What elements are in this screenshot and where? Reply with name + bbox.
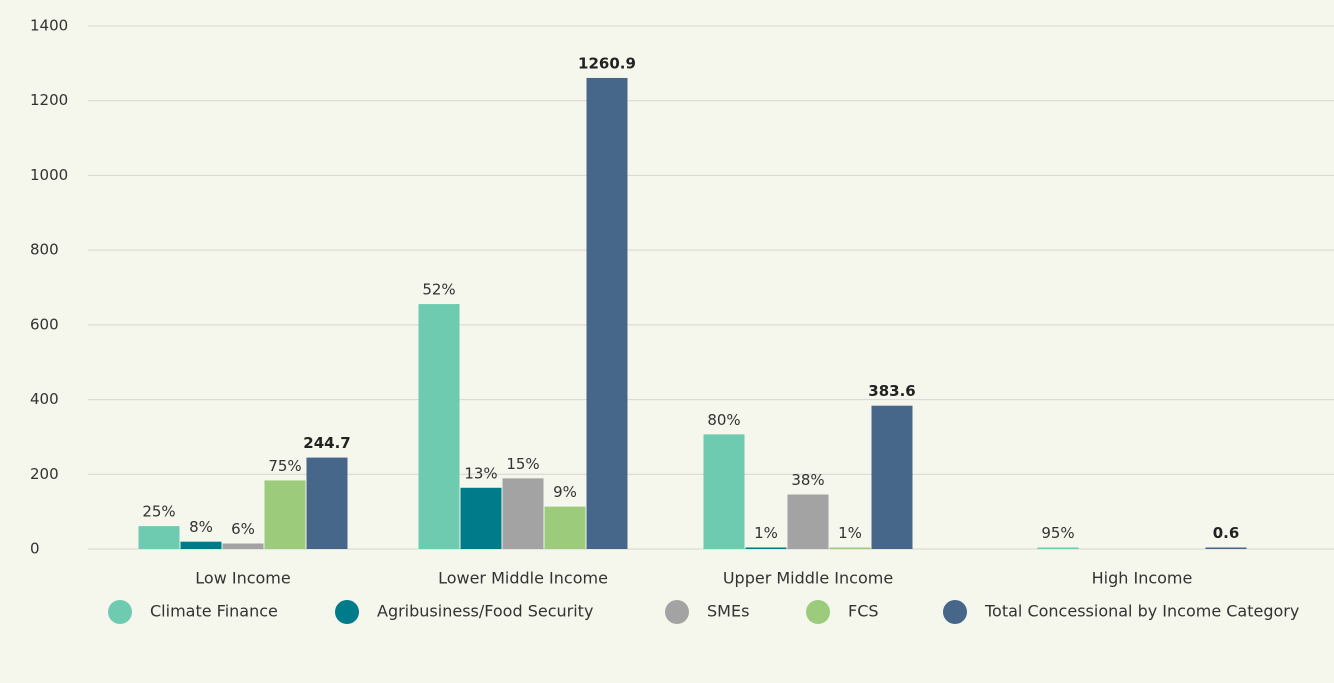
value-label: 0.6 xyxy=(1213,524,1240,542)
y-tick-label: 1000 xyxy=(30,166,68,184)
y-tick-label: 600 xyxy=(30,315,59,333)
legend-label: FCS xyxy=(848,602,879,621)
value-label: 244.7 xyxy=(303,434,350,452)
bar xyxy=(222,543,264,549)
y-tick-label: 0 xyxy=(30,540,40,558)
share-label: 8% xyxy=(189,518,213,536)
x-tick-label: Upper Middle Income xyxy=(723,569,893,588)
bar xyxy=(306,457,348,549)
share-label: 80% xyxy=(707,411,740,429)
share-label: 52% xyxy=(422,281,455,299)
legend-label: Total Concessional by Income Category xyxy=(984,602,1299,621)
share-label: 25% xyxy=(142,503,175,521)
share-label: 1% xyxy=(838,524,862,542)
bar xyxy=(180,541,222,549)
legend-swatch xyxy=(665,600,689,624)
y-tick-label: 800 xyxy=(30,241,59,259)
share-label: 38% xyxy=(791,471,824,489)
bar xyxy=(787,494,829,549)
bar xyxy=(829,547,871,549)
value-label: 383.6 xyxy=(868,382,915,400)
bar xyxy=(871,405,913,549)
bar xyxy=(544,506,586,549)
bar xyxy=(502,478,544,549)
x-tick-label: Lower Middle Income xyxy=(438,569,608,588)
share-label: 9% xyxy=(553,483,577,501)
bar xyxy=(1205,547,1247,549)
share-label: 13% xyxy=(464,464,497,482)
bar xyxy=(264,480,306,549)
legend-swatch xyxy=(806,600,830,624)
value-label: 1260.9 xyxy=(578,54,636,72)
y-tick-label: 400 xyxy=(30,390,59,408)
x-tick-label: High Income xyxy=(1092,569,1193,588)
legend-label: Climate Finance xyxy=(150,602,278,621)
y-tick-label: 1200 xyxy=(30,91,68,109)
share-label: 75% xyxy=(268,457,301,475)
bar xyxy=(460,487,502,549)
legend-label: Agribusiness/Food Security xyxy=(377,602,593,621)
share-label: 6% xyxy=(231,520,255,538)
legend-swatch xyxy=(943,600,967,624)
x-tick-label: Low Income xyxy=(195,569,290,588)
bar xyxy=(703,434,745,549)
bar xyxy=(138,526,180,549)
share-label: 15% xyxy=(506,455,539,473)
bar xyxy=(745,547,787,549)
bar xyxy=(418,304,460,549)
y-tick-label: 200 xyxy=(30,465,59,483)
bar xyxy=(1037,547,1079,549)
share-label: 95% xyxy=(1041,524,1074,542)
bar xyxy=(586,77,628,550)
y-tick-label: 1400 xyxy=(30,17,68,35)
legend-label: SMEs xyxy=(707,602,749,621)
share-label: 1% xyxy=(754,524,778,542)
legend-swatch xyxy=(108,600,132,624)
legend-swatch xyxy=(335,600,359,624)
